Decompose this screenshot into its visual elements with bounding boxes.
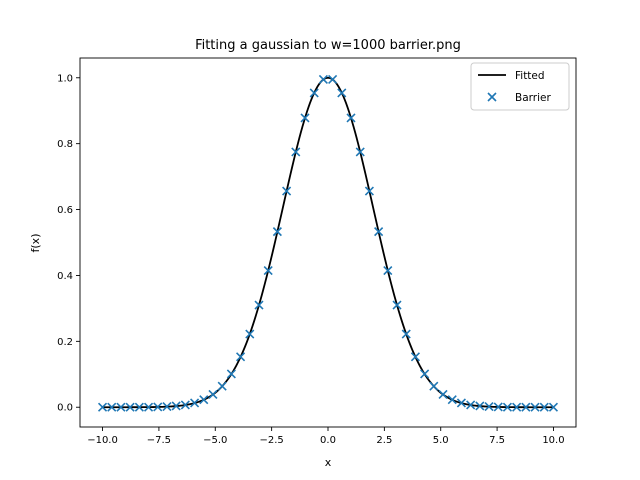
barrier-point [438, 389, 448, 399]
barrier-point [456, 398, 466, 408]
barrier-point [208, 389, 218, 399]
barrier-point [521, 402, 531, 412]
barrier-point [97, 402, 108, 412]
barrier-point [539, 402, 549, 412]
x-tick-label: −2.5 [259, 435, 283, 446]
barrier-point [392, 300, 402, 310]
barrier-point [245, 329, 255, 339]
barrier-point [190, 398, 200, 408]
plot-area [97, 74, 559, 412]
barrier-point [254, 300, 264, 310]
barrier-point [162, 402, 172, 412]
y-axis-label: f(x) [29, 234, 42, 253]
chart-title: Fitting a gaussian to w=1000 barrier.png [195, 38, 461, 53]
barrier-point [318, 74, 328, 84]
barrier-point [143, 402, 154, 412]
y-tick-label: 1.0 [57, 73, 73, 84]
barrier-point [180, 400, 190, 410]
barrier-point [355, 147, 365, 157]
barrier-point [134, 402, 144, 412]
legend: Fitted Barrier [470, 62, 570, 111]
barrier-point [420, 369, 430, 379]
barrier-point [116, 402, 126, 412]
barrier-point [364, 186, 374, 196]
barrier-point [153, 402, 163, 412]
legend-label-barrier: Barrier [515, 92, 551, 104]
y-tick-label: 0.0 [57, 403, 73, 414]
x-axis-label: x [325, 456, 332, 469]
barrier-point [282, 186, 292, 196]
barrier-point [475, 401, 485, 411]
x-tick-label: 10.0 [542, 435, 564, 446]
legend-label-fitted: Fitted [515, 70, 545, 82]
y-tick-label: 0.2 [57, 337, 73, 348]
barrier-point [383, 265, 393, 276]
barrier-point [300, 113, 310, 123]
barrier-point [226, 369, 236, 379]
barrier-point [466, 400, 476, 410]
barrier-point [263, 265, 273, 276]
barrier-point [199, 395, 209, 405]
barrier-point [484, 402, 494, 412]
barrier-point [171, 401, 181, 411]
x-tick-label: −10.0 [87, 435, 118, 446]
barrier-point [346, 113, 356, 123]
y-tick-label: 0.8 [57, 139, 73, 150]
x-tick-label: 5.0 [433, 435, 449, 446]
barrier-point [374, 227, 384, 237]
barrier-point [328, 74, 338, 84]
x-tick-label: −5.0 [203, 435, 227, 446]
barrier-point [429, 381, 439, 391]
barrier-point [337, 88, 347, 98]
barrier-point [502, 402, 513, 412]
barrier-point [217, 381, 227, 391]
barrier-point [309, 88, 319, 98]
y-tick-label: 0.6 [57, 205, 73, 216]
barrier-point [447, 395, 457, 405]
axes: −10.0 −7.5 −5.0 −2.5 0.0 2.5 5.0 7.5 10.0 0.0 0.2 0… [57, 57, 577, 446]
fitted-curve [102, 76, 554, 409]
barrier-point [291, 147, 301, 157]
barrier-point [410, 352, 420, 362]
barrier-point [107, 402, 117, 412]
barrier-point [401, 329, 411, 339]
x-tick-label: 7.5 [489, 435, 505, 446]
x-tick-label: 0.0 [320, 435, 336, 446]
x-tick-label: −7.5 [147, 435, 171, 446]
barrier-point [530, 402, 540, 412]
barrier-point [236, 352, 246, 362]
y-tick-label: 0.4 [57, 271, 73, 282]
x-tick-label: 2.5 [376, 435, 392, 446]
legend-marker-swatch [487, 92, 497, 102]
barrier-point [548, 402, 559, 412]
barrier-point [493, 402, 503, 412]
barrier-point [272, 227, 282, 237]
barrier-point [125, 402, 135, 412]
barrier-point [512, 402, 522, 412]
